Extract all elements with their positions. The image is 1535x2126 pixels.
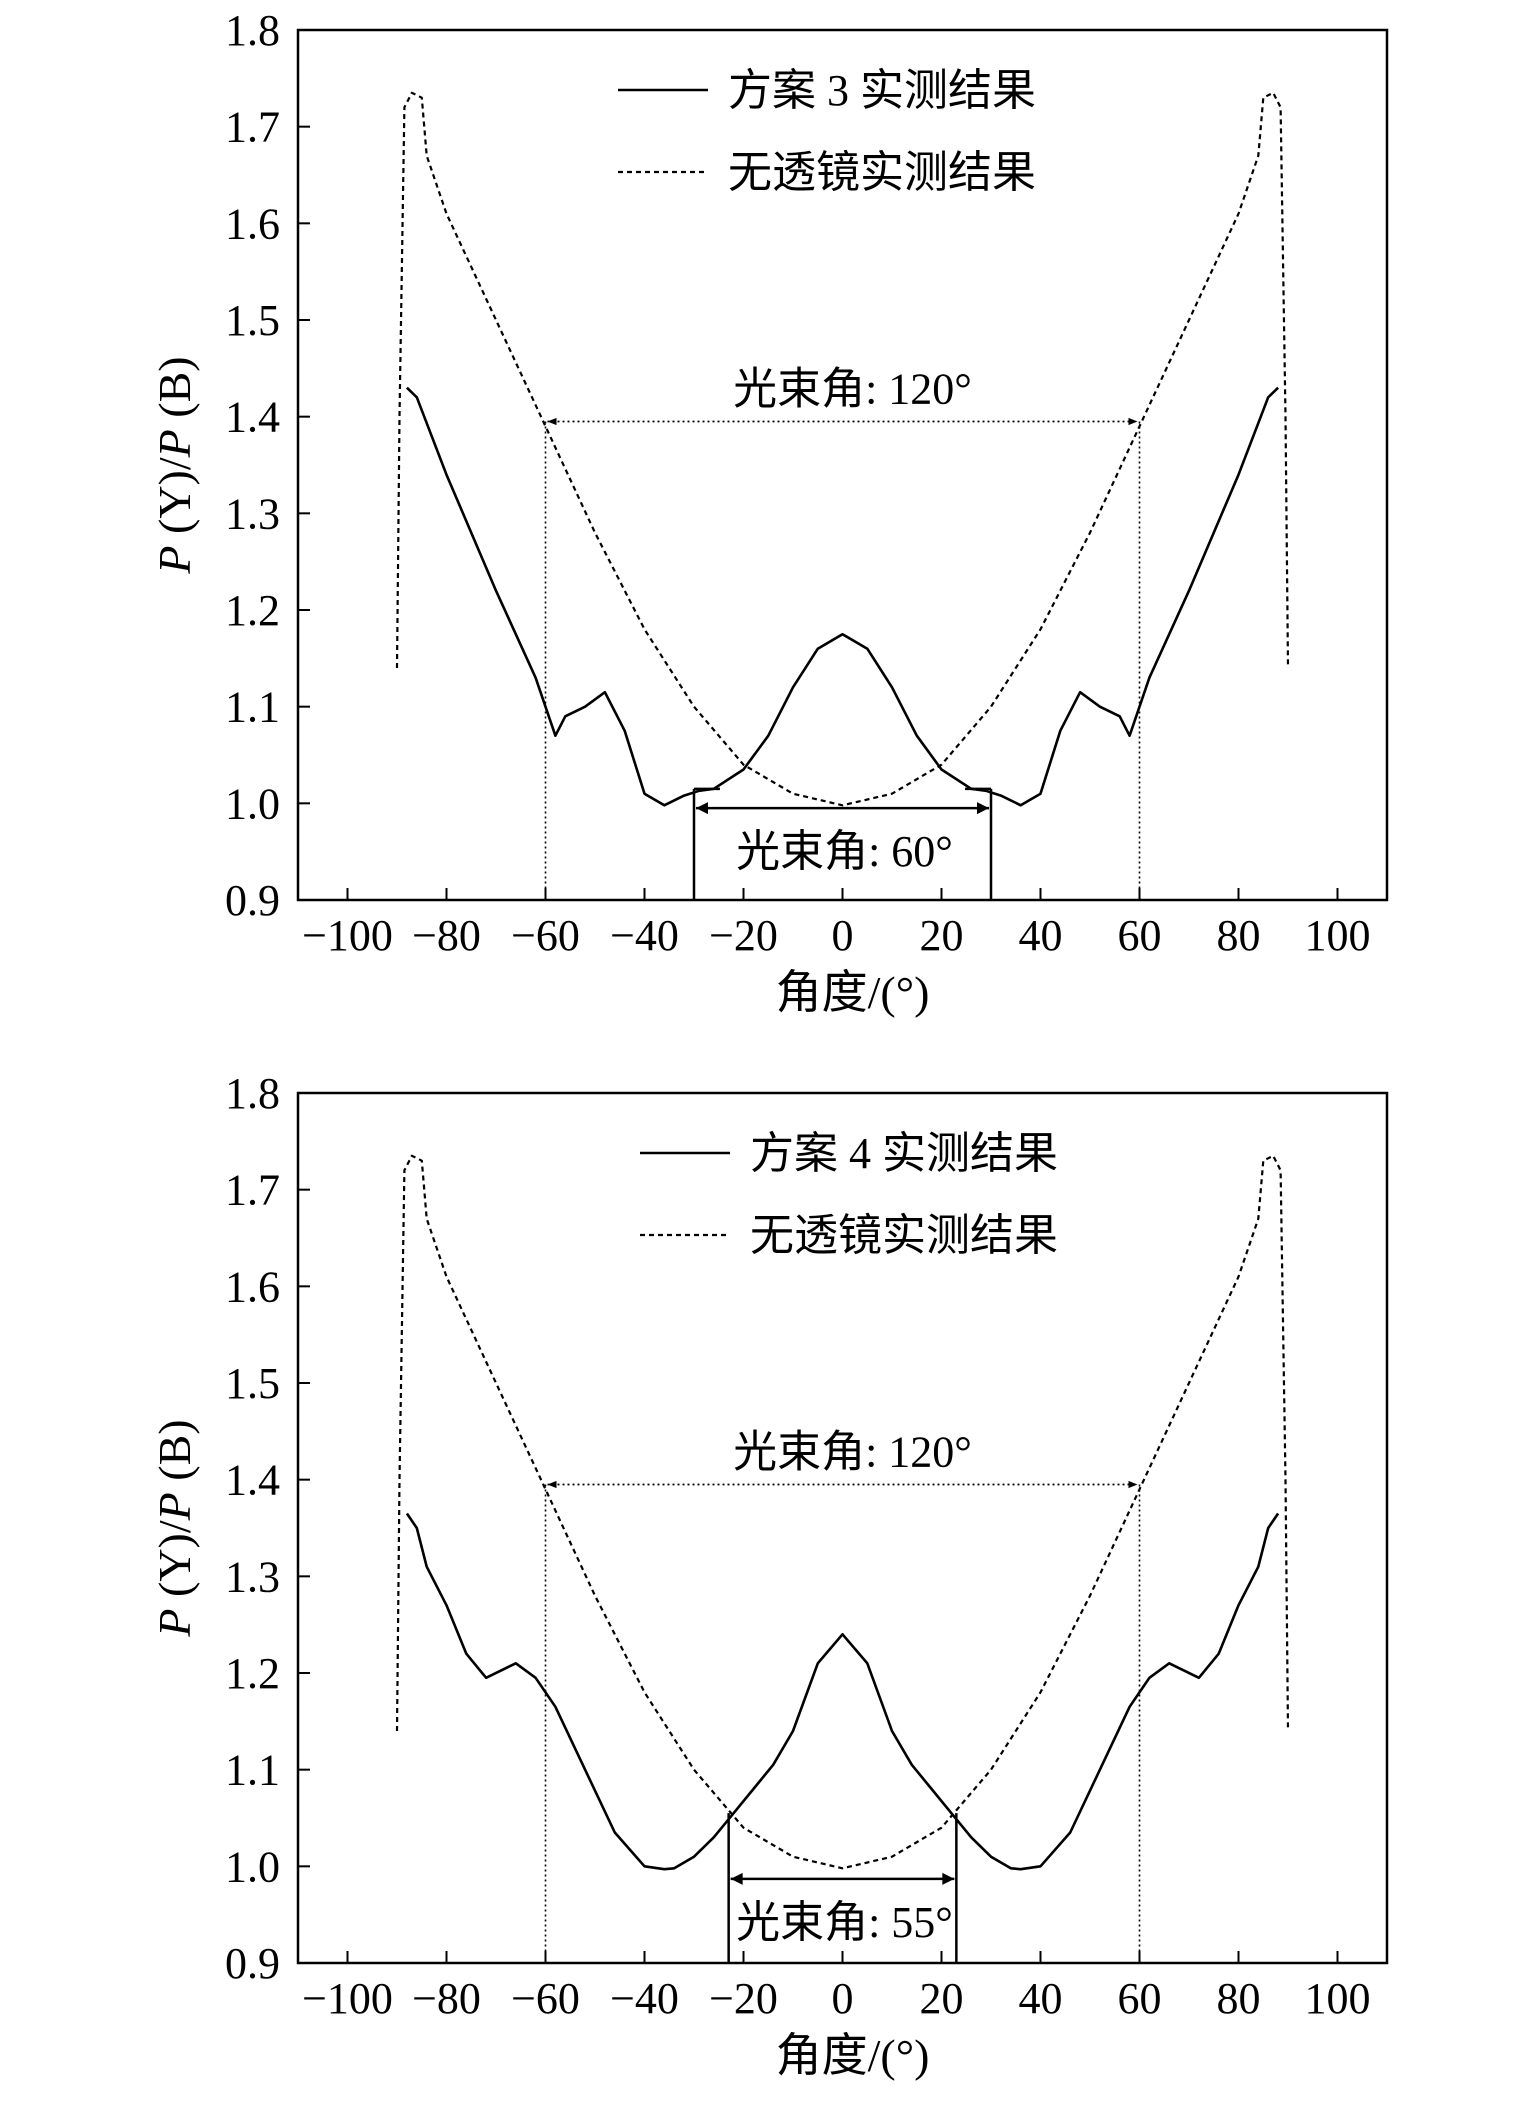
y-axis-title-part: P — [149, 429, 200, 458]
y-axis-title-part: (Y)/ — [149, 1520, 200, 1608]
y-tick-label: 1.3 — [225, 1552, 280, 1601]
y-tick-label: 1.1 — [225, 1746, 280, 1795]
y-tick-label: 1.1 — [225, 683, 280, 732]
x-tick-label: 40 — [1019, 1974, 1063, 2023]
x-tick-label: −80 — [412, 911, 481, 960]
x-tick-label: 0 — [832, 1974, 854, 2023]
y-tick-label: 1.2 — [225, 1649, 280, 1698]
y-tick-label: 1.5 — [225, 1359, 280, 1408]
x-tick-label: 20 — [920, 911, 964, 960]
legend-label: 无透镜实测结果 — [728, 148, 1036, 197]
series-line-scheme — [405, 386, 1280, 807]
y-axis-title-part: (Y)/ — [149, 457, 200, 545]
x-tick-label: −20 — [709, 911, 778, 960]
x-tick-label: −100 — [302, 911, 393, 960]
x-tick-label: 40 — [1019, 911, 1063, 960]
x-tick-label: 80 — [1217, 1974, 1261, 2023]
x-tick-label: 60 — [1118, 911, 1162, 960]
y-tick-label: 1.6 — [225, 1262, 280, 1311]
y-tick-label: 0.9 — [225, 1939, 280, 1988]
y-tick-label: 1.8 — [225, 6, 280, 55]
y-tick-label: 1.2 — [225, 586, 280, 635]
y-tick-label: 0.9 — [225, 876, 280, 925]
y-tick-label: 1.8 — [225, 1069, 280, 1118]
line-chart-scheme-4: −100 −80 −60 −40 −20 0 20 40 60 80 100 0.9 1.0 1.1 1.2… — [149, 1069, 1389, 2081]
series-line-scheme — [405, 1512, 1280, 1871]
legend-label: 无透镜实测结果 — [750, 1211, 1058, 1260]
legend-label: 方案 3 实测结果 — [728, 66, 1036, 115]
beam-angle-120-label: 光束角: 120° — [733, 365, 972, 414]
beam-angle-inner-label: 光束角: 55° — [736, 1898, 953, 1947]
x-tick-label: −60 — [511, 1974, 580, 2023]
y-axis-title: P (Y)/P (B) — [149, 356, 200, 574]
x-tick-label: −60 — [511, 911, 580, 960]
y-tick-label: 1.4 — [225, 1456, 280, 1505]
y-axis-title-part: P — [149, 545, 200, 574]
series-line-no-lens — [395, 1154, 1290, 1870]
x-tick-label: −20 — [709, 1974, 778, 2023]
y-tick-label: 1.5 — [225, 296, 280, 345]
x-tick-label: 100 — [1305, 1974, 1371, 2023]
y-tick-label: 1.6 — [225, 199, 280, 248]
x-tick-label: −40 — [610, 1974, 679, 2023]
x-tick-label: −100 — [302, 1974, 393, 2023]
chart-panel-scheme-3: −100 −80 −60 −40 −20 0 20 40 60 80 100 0.9 1.0 1.1 1.2… — [149, 6, 1389, 1018]
y-tick-label: 1.3 — [225, 489, 280, 538]
x-tick-label: 60 — [1118, 1974, 1162, 2023]
beam-angle-120-label: 光束角: 120° — [733, 1428, 972, 1477]
y-tick-label: 1.0 — [225, 1842, 280, 1891]
x-tick-label: 80 — [1217, 911, 1261, 960]
y-axis-title: P (Y)/P (B) — [149, 1419, 200, 1637]
series-line-no-lens — [395, 91, 1290, 807]
y-tick-label: 1.0 — [225, 779, 280, 828]
x-tick-label: 100 — [1305, 911, 1371, 960]
y-tick-label: 1.7 — [225, 103, 280, 152]
y-axis-title-part: (B) — [149, 1419, 200, 1492]
y-axis-title-part: (B) — [149, 356, 200, 429]
x-tick-label: −40 — [610, 911, 679, 960]
y-axis-title-part: P — [149, 1492, 200, 1521]
beam-angle-inner-label: 光束角: 60° — [736, 827, 953, 876]
x-tick-label: 0 — [832, 911, 854, 960]
x-axis-title: 角度/(°) — [776, 967, 930, 1018]
x-axis-title: 角度/(°) — [776, 2030, 930, 2081]
y-tick-label: 1.7 — [225, 1166, 280, 1215]
chart-panel-scheme-4: −100 −80 −60 −40 −20 0 20 40 60 80 100 0.9 1.0 1.1 1.2… — [0, 1063, 1535, 2126]
line-chart-scheme-3: −100 −80 −60 −40 −20 0 20 40 60 80 100 0.9 1.0 1.1 1.2… — [149, 6, 1389, 1018]
x-tick-label: 20 — [920, 1974, 964, 2023]
y-axis-title-part: P — [149, 1608, 200, 1637]
legend-label: 方案 4 实测结果 — [750, 1129, 1058, 1178]
y-tick-label: 1.4 — [225, 393, 280, 442]
x-tick-label: −80 — [412, 1974, 481, 2023]
